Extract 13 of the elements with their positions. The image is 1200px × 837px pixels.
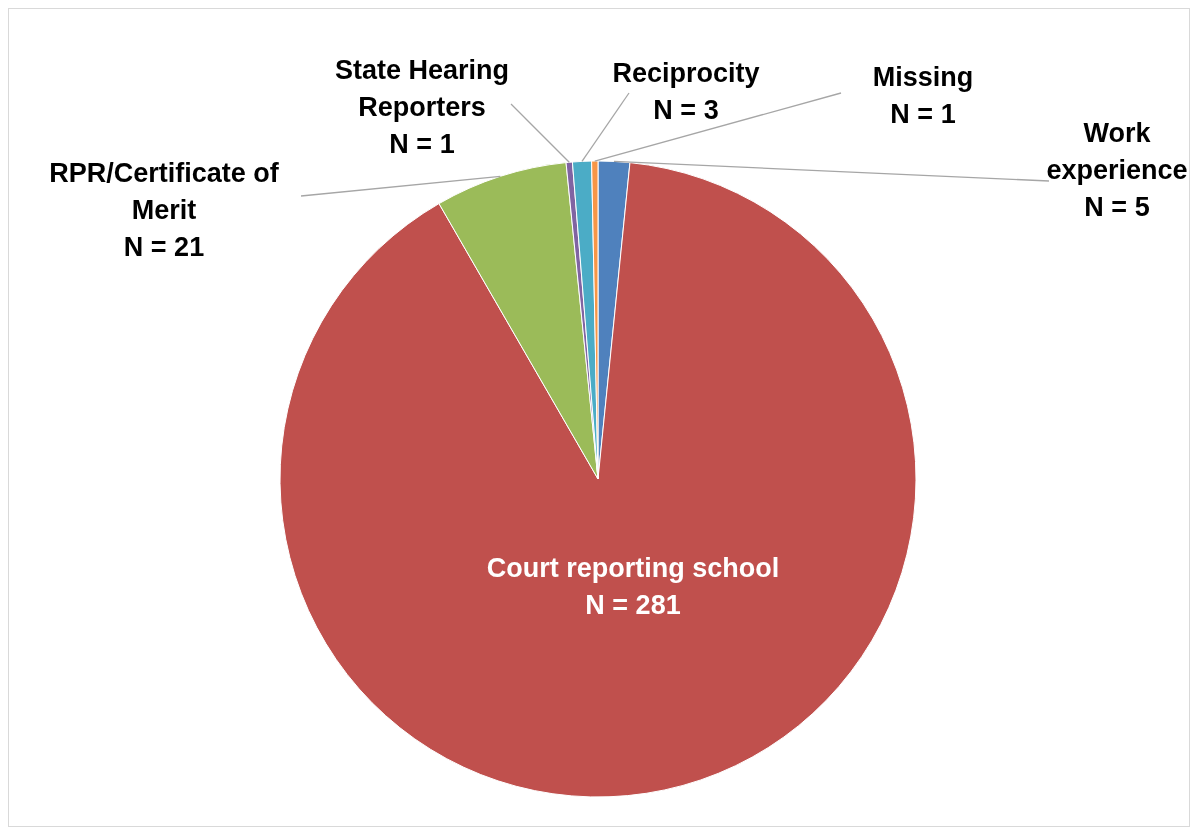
slice-label: Missing xyxy=(872,62,974,92)
slice-label: State Hearing Reporters xyxy=(334,55,510,122)
data-label: N = 3 xyxy=(653,95,719,125)
slice-label: RPR/Certificate of Merit xyxy=(49,158,280,225)
data-label: N = 281 xyxy=(585,590,681,620)
slice-label: Court reporting school xyxy=(486,553,780,583)
slice-label: Work experience xyxy=(1046,118,1188,185)
data-label: N = 21 xyxy=(123,232,205,262)
data-label: N = 1 xyxy=(890,99,956,129)
pie-slice xyxy=(279,162,917,798)
slice-label: Reciprocity xyxy=(612,58,760,88)
data-label: N = 5 xyxy=(1084,192,1150,222)
data-label: N = 1 xyxy=(389,129,455,159)
